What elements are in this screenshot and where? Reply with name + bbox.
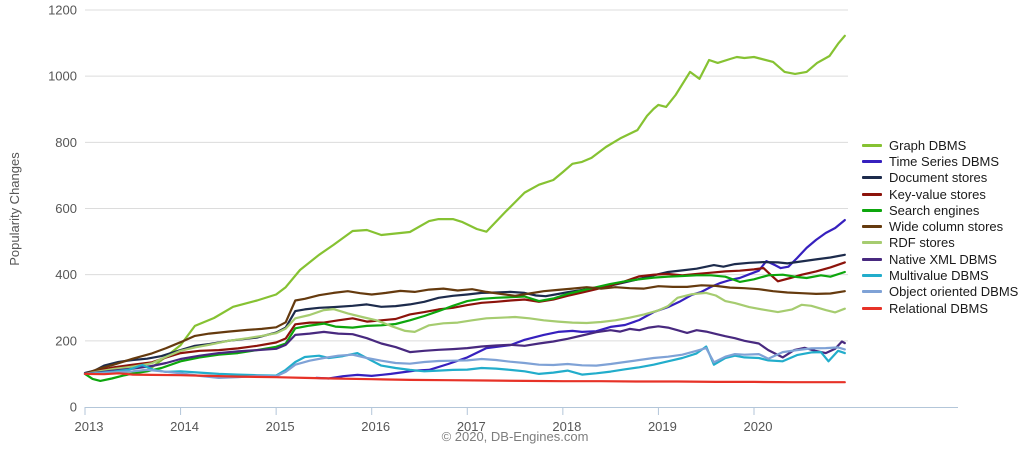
legend-label-search-engines: Search engines <box>889 202 980 218</box>
legend-label-rdf-stores: RDF stores <box>889 235 955 251</box>
y-tick-label-400: 400 <box>55 267 77 282</box>
legend-item-document-stores: Document stores <box>862 170 1018 186</box>
legend-label-multivalue-dbms: Multivalue DBMS <box>889 268 989 284</box>
legend-item-key-value-stores: Key-value stores <box>862 186 1018 202</box>
series-line-rdf-stores <box>83 291 846 375</box>
x-tick-label-2014: 2014 <box>170 419 199 434</box>
x-tick-label-2015: 2015 <box>266 419 295 434</box>
legend-label-key-value-stores: Key-value stores <box>889 186 986 202</box>
legend-item-relational-dbms: Relational DBMS <box>862 300 1018 316</box>
legend-item-wide-column-stores: Wide column stores <box>862 218 1018 234</box>
series-line-key-value-stores <box>83 261 846 375</box>
legend-item-graph-dbms: Graph DBMS <box>862 137 1018 153</box>
legend-swatch-graph-dbms <box>862 143 882 147</box>
legend-swatch-native-xml-dbms <box>862 257 882 261</box>
legend-swatch-time-series-dbms <box>862 159 882 163</box>
legend-label-graph-dbms: Graph DBMS <box>889 137 967 153</box>
x-tick-label-2020: 2020 <box>744 419 773 434</box>
legend-item-search-engines: Search engines <box>862 202 1018 218</box>
series-line-wide-column-stores <box>83 284 846 375</box>
x-tick-label-2019: 2019 <box>648 419 677 434</box>
series-line-native-xml-dbms <box>83 325 846 375</box>
legend-swatch-key-value-stores <box>862 192 882 196</box>
series-line-multivalue-dbms <box>83 345 846 377</box>
y-tick-label-1000: 1000 <box>48 69 77 84</box>
legend-item-native-xml-dbms: Native XML DBMS <box>862 251 1018 267</box>
legend-swatch-relational-dbms <box>862 306 882 310</box>
series-line-graph-dbms <box>83 34 846 375</box>
copyright-text: © 2020, DB-Engines.com <box>441 429 589 444</box>
legend-swatch-wide-column-stores <box>862 225 882 229</box>
series-line-search-engines <box>83 270 846 382</box>
y-axis-title: Popularity Changes <box>7 152 22 266</box>
legend-item-rdf-stores: RDF stores <box>862 235 1018 251</box>
y-tick-label-200: 200 <box>55 333 77 348</box>
series-line-time-series-dbms <box>315 219 846 380</box>
legend-swatch-document-stores <box>862 176 882 180</box>
y-tick-label-800: 800 <box>55 135 77 150</box>
x-tick-label-2017: 2017 <box>457 419 486 434</box>
y-tick-label-600: 600 <box>55 201 77 216</box>
legend-label-object-oriented-dbms: Object oriented DBMS <box>889 284 1019 300</box>
legend-label-wide-column-stores: Wide column stores <box>889 219 1004 235</box>
legend-item-object-oriented-dbms: Object oriented DBMS <box>862 284 1018 300</box>
legend-swatch-object-oriented-dbms <box>862 290 882 294</box>
x-tick-label-2016: 2016 <box>361 419 390 434</box>
legend-label-native-xml-dbms: Native XML DBMS <box>889 251 997 267</box>
y-tick-label-1200: 1200 <box>48 3 77 18</box>
legend-item-multivalue-dbms: Multivalue DBMS <box>862 267 1018 283</box>
legend-label-document-stores: Document stores <box>889 170 988 186</box>
y-tick-label-0: 0 <box>70 400 77 415</box>
x-tick-label-2013: 2013 <box>75 419 104 434</box>
legend-label-time-series-dbms: Time Series DBMS <box>889 153 1000 169</box>
legend-swatch-search-engines <box>862 208 882 212</box>
x-tick-label-2018: 2018 <box>552 419 581 434</box>
legend-label-relational-dbms: Relational DBMS <box>889 300 988 316</box>
legend-swatch-rdf-stores <box>862 241 882 245</box>
series-line-relational-dbms <box>83 372 846 384</box>
legend-item-time-series-dbms: Time Series DBMS <box>862 153 1018 169</box>
chart-legend: Graph DBMS Time Series DBMS Document store… <box>862 137 1018 316</box>
legend-swatch-multivalue-dbms <box>862 274 882 278</box>
